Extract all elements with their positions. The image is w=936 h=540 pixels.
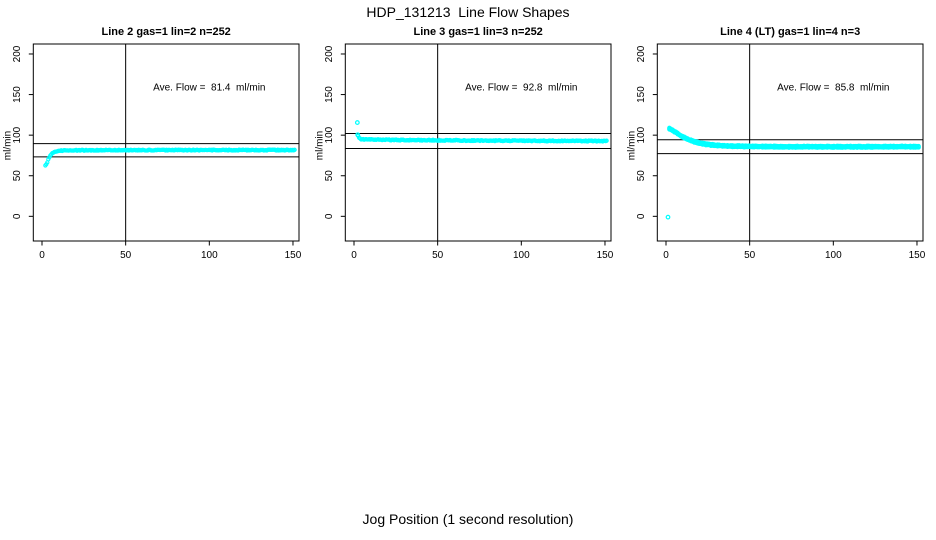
data-point [916,143,921,149]
x-tick-label: 150 [909,250,926,261]
y-tick-label: 200 [636,45,647,62]
ave-flow-annotation: Ave. Flow = 85.8 ml/min [777,83,889,94]
outlier-point [354,120,360,125]
panels-row: Line 2 gas=1 lin=2 n=252 0 50 100 150 0 50 100 1… [3,26,926,261]
x-tick-label: 0 [39,250,45,261]
panel-title: Line 4 (LT) gas=1 lin=4 n=3 [720,26,860,38]
x-tick-label: 100 [201,250,218,261]
y-tick-label: 0 [12,213,23,219]
figure-title: HDP_131213 Line Flow Shapes [366,4,570,20]
y-tick-label: 200 [12,45,23,62]
plot-box [32,43,300,242]
x-axis-label: Jog Position (1 second resolution) [362,511,574,527]
y-tick-label: 50 [324,170,335,182]
data-point [914,143,920,149]
x-tick-label: 150 [597,250,614,261]
y-axis-title: ml/min [3,131,14,160]
x-tick-label: 0 [663,250,669,261]
x-tick-label: 0 [351,250,357,261]
data-point [604,138,609,143]
ave-flow-annotation: Ave. Flow = 92.8 ml/min [465,83,577,94]
y-tick-label: 50 [636,170,647,182]
data-points [665,125,921,220]
panel-title: Line 3 gas=1 lin=3 n=252 [413,26,542,38]
plot-box [344,43,612,242]
chart-panel-line3: Line 3 gas=1 lin=3 n=252 0 50 100 150 0 50 100 1… [315,26,614,261]
chart-panel-line2: Line 2 gas=1 lin=2 n=252 0 50 100 150 0 50 100 1… [3,26,302,261]
chart-panel-line4: Line 4 (LT) gas=1 lin=4 n=3 0 50 100 150 0 50 1… [627,26,926,261]
outlier-point [665,214,671,220]
panel-title: Line 2 gas=1 lin=2 n=252 [101,26,230,38]
y-tick-label: 150 [324,86,335,103]
plot-box [656,43,924,242]
y-tick-label: 0 [636,213,647,219]
x-tick-label: 100 [825,250,842,261]
x-tick-label: 50 [120,250,132,261]
y-tick-label: 100 [636,126,647,143]
y-tick-label: 0 [324,213,335,219]
outlier-point [355,132,361,138]
data-points [43,147,297,168]
x-tick-label: 50 [744,250,756,261]
y-tick-label: 150 [636,86,647,103]
y-tick-label: 50 [12,170,23,182]
y-axis-title: ml/min [315,131,326,160]
y-tick-label: 100 [12,126,23,143]
x-tick-label: 50 [432,250,444,261]
y-tick-label: 200 [324,45,335,62]
ave-flow-annotation: Ave. Flow = 81.4 ml/min [153,83,265,94]
y-tick-label: 100 [324,126,335,143]
x-tick-label: 150 [285,250,302,261]
y-axis-title: ml/min [627,131,638,160]
data-point [292,147,297,152]
x-tick-label: 100 [513,250,530,261]
data-points [354,120,609,144]
y-tick-label: 150 [12,86,23,103]
